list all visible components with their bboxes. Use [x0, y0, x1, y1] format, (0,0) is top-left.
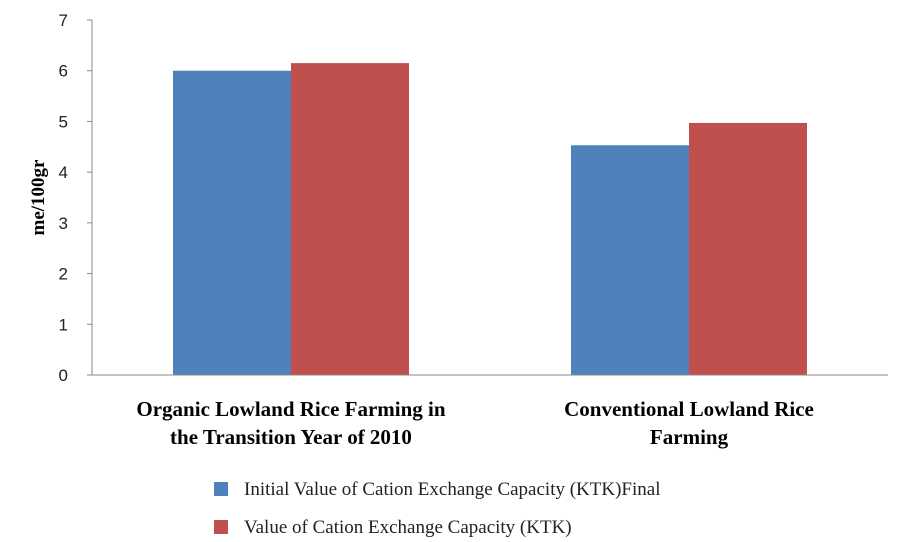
bar-series-2-cat-1 — [291, 63, 409, 375]
y-axis-label: me/100gr — [28, 159, 49, 236]
bar-series-1-cat-1 — [173, 70, 291, 375]
bars — [173, 63, 807, 375]
category-label-line: Organic Lowland Rice Farming in — [136, 397, 445, 421]
y-tick-label: 2 — [59, 265, 68, 284]
category-label-line: Farming — [650, 425, 729, 449]
y-tick-label: 4 — [59, 163, 68, 182]
legend-swatch — [214, 482, 228, 496]
category-label: Organic Lowland Rice Farming in the Trans… — [136, 397, 445, 449]
category-labels: Organic Lowland Rice Farming in the Trans… — [136, 397, 813, 449]
legend-label: Value of Cation Exchange Capacity (KTK) — [244, 517, 572, 538]
y-tick-label: 0 — [59, 366, 68, 385]
category-label: Conventional Lowland Rice Farming — [564, 397, 814, 449]
bar-series-2-cat-2 — [689, 122, 807, 375]
legend-swatch — [214, 520, 228, 534]
y-tick-label: 5 — [59, 112, 68, 131]
category-label-line: the Transition Year of 2010 — [170, 425, 412, 449]
legend-label: Initial Value of Cation Exchange Capacit… — [244, 479, 660, 500]
y-tick-label: 7 — [59, 11, 68, 30]
bar-series-1-cat-2 — [571, 145, 689, 375]
y-tick-label: 1 — [59, 315, 68, 334]
y-tick-label: 3 — [59, 214, 68, 233]
category-label-line: Conventional Lowland Rice — [564, 397, 814, 421]
legend: Initial Value of Cation Exchange Capacit… — [214, 479, 660, 538]
y-tick-label: 6 — [59, 62, 68, 81]
y-axis-ticks: 0 1 2 3 4 5 6 7 — [59, 11, 92, 385]
